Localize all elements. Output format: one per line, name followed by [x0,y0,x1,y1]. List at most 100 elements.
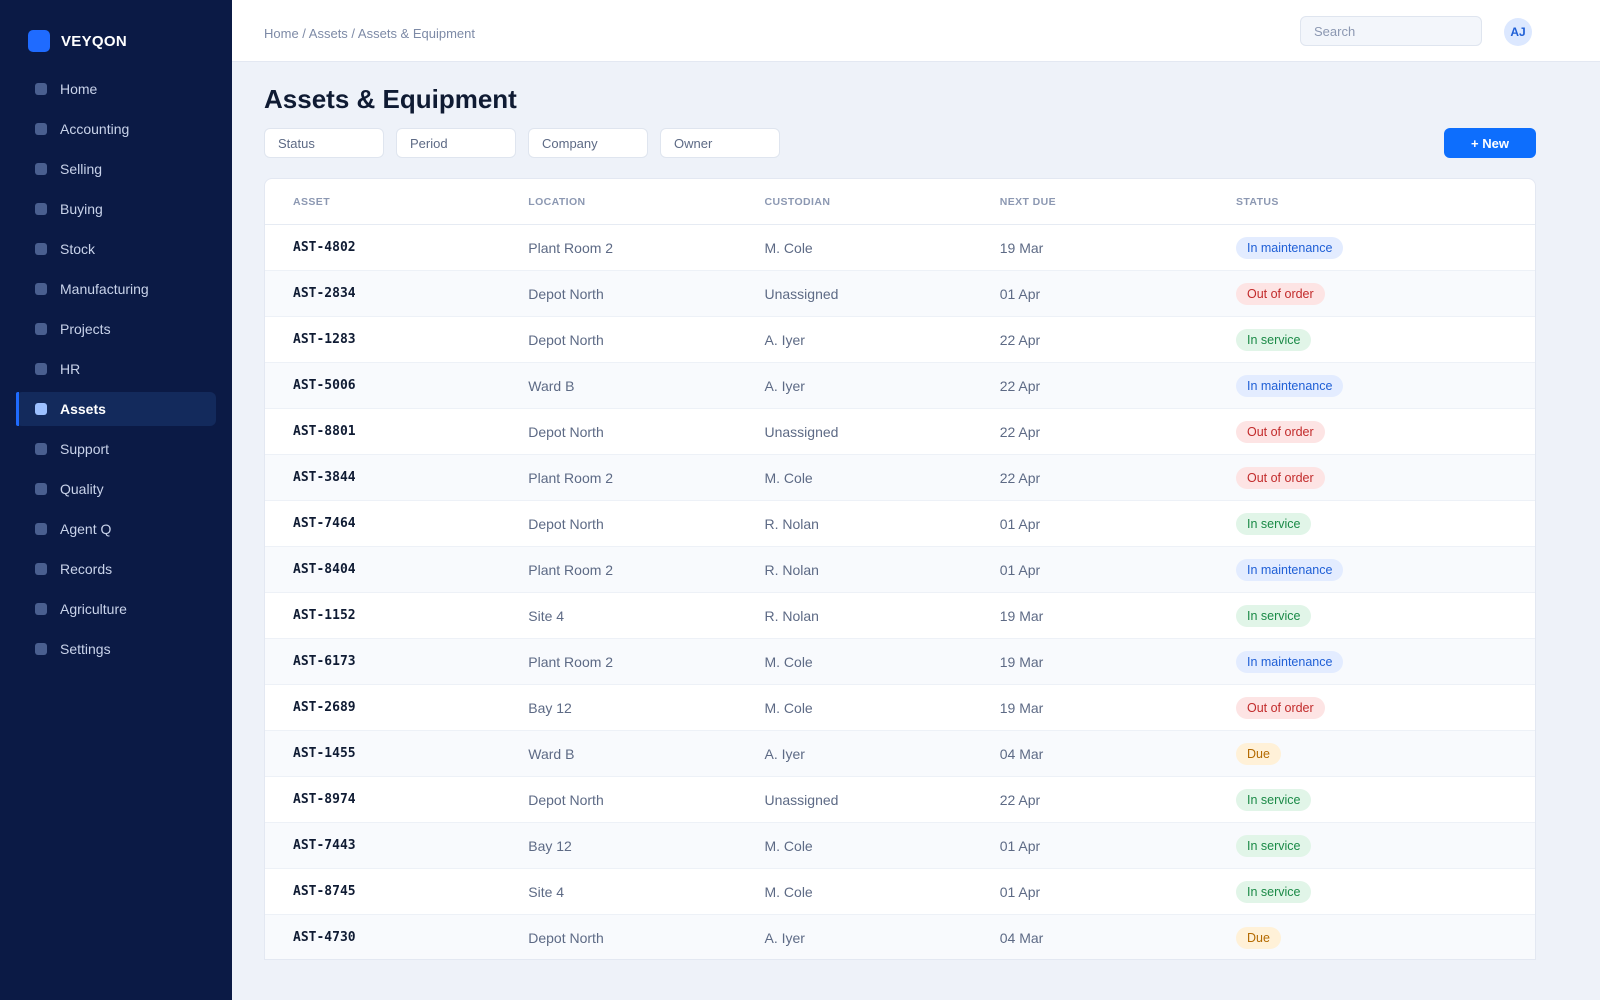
table-row[interactable]: AST-1283 Depot North A. Iyer 22 Apr In servi… [265,317,1535,363]
table-row[interactable]: AST-8974 Depot North Unassigned 22 Apr In se… [265,777,1535,823]
custodian-cell: A. Iyer [764,331,805,348]
location-cell: Site 4 [528,607,565,624]
filter-period[interactable]: Period [396,128,516,158]
asset-id[interactable]: AST-5006 [293,378,356,393]
next-due-cell: 19 Mar [999,699,1044,716]
column-header-custodian[interactable]: Custodian [764,195,831,208]
sidebar-item-label: HR [60,361,81,377]
sidebar-item-label: Settings [60,641,111,657]
custodian-cell: M. Cole [764,883,813,900]
sidebar-item-label: Accounting [60,121,130,137]
sidebar-item-assets[interactable]: Assets [16,392,216,426]
custodian-cell: M. Cole [764,469,813,486]
custodian-cell: M. Cole [764,699,813,716]
status-cell: In service [1235,880,1535,903]
table-row[interactable]: AST-2689 Bay 12 M. Cole 19 Mar Out of order [265,685,1535,731]
status-cell: In maintenance [1235,558,1535,581]
asset-id[interactable]: AST-3844 [293,470,356,485]
asset-id[interactable]: AST-8974 [293,792,356,807]
status-badge: Out of order [1235,466,1325,489]
asset-id[interactable]: AST-1283 [293,332,356,347]
status-cell: Out of order [1235,420,1535,443]
square-icon [35,523,47,535]
status-badge: In service [1235,512,1312,535]
sidebar-item-support[interactable]: Support [16,432,216,466]
table-row[interactable]: AST-3844 Plant Room 2 M. Cole 22 Apr Out of … [265,455,1535,501]
filter-status[interactable]: Status [264,128,384,158]
status-badge: In maintenance [1235,558,1344,581]
new-button[interactable]: + New [1444,128,1536,158]
table-row[interactable]: AST-8745 Site 4 M. Cole 01 Apr In service [265,869,1535,915]
next-due-cell: 01 Apr [999,883,1041,900]
custodian-cell: Unassigned [764,423,839,440]
next-due-cell: 22 Apr [999,791,1041,808]
sidebar-item-home[interactable]: Home [16,72,216,106]
sidebar-item-agriculture[interactable]: Agriculture [16,592,216,626]
square-icon [35,563,47,575]
table-row[interactable]: AST-4730 Depot North A. Iyer 04 Mar Due [265,915,1535,959]
column-header-next-due[interactable]: Next due [999,195,1057,208]
search-input[interactable] [1300,16,1482,46]
table-row[interactable]: AST-8404 Plant Room 2 R. Nolan 01 Apr In mai… [265,547,1535,593]
sidebar-item-selling[interactable]: Selling [16,152,216,186]
asset-id[interactable]: AST-8404 [293,562,356,577]
table-row[interactable]: AST-8801 Depot North Unassigned 22 Apr Out o… [265,409,1535,455]
asset-id[interactable]: AST-1455 [293,746,356,761]
sidebar-item-stock[interactable]: Stock [16,232,216,266]
custodian-cell: Unassigned [764,285,839,302]
sidebar-item-agent-q[interactable]: Agent Q [16,512,216,546]
filter-bar: Status Period Company Owner [264,128,792,158]
asset-id[interactable]: AST-4730 [293,930,356,945]
square-icon [35,123,47,135]
table-row[interactable]: AST-7464 Depot North R. Nolan 01 Apr In serv… [265,501,1535,547]
sidebar-item-label: Agriculture [60,601,127,617]
table-row[interactable]: AST-2834 Depot North Unassigned 01 Apr Out o… [265,271,1535,317]
status-cell: Due [1235,742,1535,765]
status-badge: Due [1235,926,1281,949]
filter-company[interactable]: Company [528,128,648,158]
assets-table: Asset Location Custodian Next due Status AST… [264,178,1536,960]
sidebar-item-settings[interactable]: Settings [16,632,216,666]
next-due-cell: 22 Apr [999,423,1041,440]
location-cell: Depot North [528,929,604,946]
asset-id[interactable]: AST-2834 [293,286,356,301]
sidebar-item-quality[interactable]: Quality [16,472,216,506]
sidebar-item-records[interactable]: Records [16,552,216,586]
table-row[interactable]: AST-7443 Bay 12 M. Cole 01 Apr In service [265,823,1535,869]
breadcrumb[interactable]: Home / Assets / Assets & Equipment [264,26,475,41]
table-row[interactable]: AST-1455 Ward B A. Iyer 04 Mar Due [265,731,1535,777]
next-due-cell: 01 Apr [999,515,1041,532]
sidebar-item-hr[interactable]: HR [16,352,216,386]
square-icon [35,83,47,95]
table-row[interactable]: AST-5006 Ward B A. Iyer 22 Apr In maintenanc… [265,363,1535,409]
asset-id[interactable]: AST-8745 [293,884,356,899]
sidebar-item-label: Projects [60,321,111,337]
asset-id[interactable]: AST-6173 [293,654,356,669]
asset-id[interactable]: AST-7464 [293,516,356,531]
asset-id[interactable]: AST-2689 [293,700,356,715]
table-row[interactable]: AST-1152 Site 4 R. Nolan 19 Mar In service [265,593,1535,639]
asset-id[interactable]: AST-8801 [293,424,356,439]
avatar[interactable]: AJ [1504,18,1532,46]
asset-id[interactable]: AST-7443 [293,838,356,853]
asset-id[interactable]: AST-1152 [293,608,356,623]
column-header-location[interactable]: Location [528,195,586,208]
brand[interactable]: VEYQON [28,30,127,52]
custodian-cell: Unassigned [764,791,839,808]
status-badge: In maintenance [1235,374,1344,397]
custodian-cell: A. Iyer [764,929,805,946]
column-header-asset[interactable]: Asset [293,195,331,208]
sidebar-item-projects[interactable]: Projects [16,312,216,346]
location-cell: Bay 12 [528,699,572,716]
status-badge: In maintenance [1235,236,1344,259]
sidebar-item-buying[interactable]: Buying [16,192,216,226]
filter-owner[interactable]: Owner [660,128,780,158]
location-cell: Ward B [528,745,575,762]
table-row[interactable]: AST-6173 Plant Room 2 M. Cole 19 Mar In main… [265,639,1535,685]
column-header-status[interactable]: Status [1235,195,1279,208]
asset-id[interactable]: AST-4802 [293,240,356,255]
sidebar-item-manufacturing[interactable]: Manufacturing [16,272,216,306]
sidebar-item-accounting[interactable]: Accounting [16,112,216,146]
table-row[interactable]: AST-4802 Plant Room 2 M. Cole 19 Mar In main… [265,225,1535,271]
location-cell: Depot North [528,791,604,808]
